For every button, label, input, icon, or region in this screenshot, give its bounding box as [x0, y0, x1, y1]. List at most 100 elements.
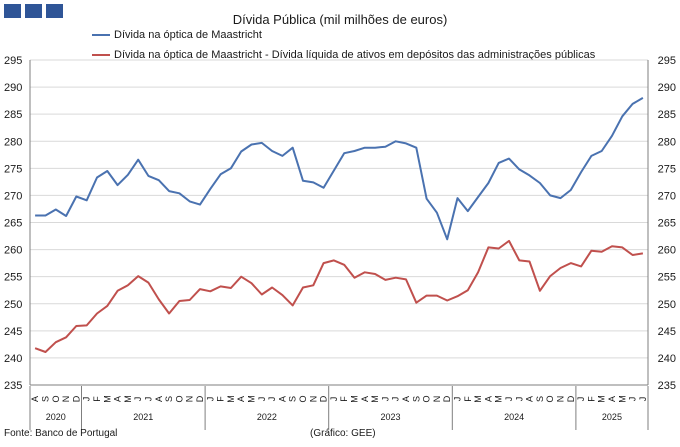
y-tick-label-left: 255: [4, 272, 22, 284]
x-tick-label-month: S: [164, 396, 174, 402]
y-tick-label-left: 250: [4, 299, 22, 311]
x-tick-label-month: A: [360, 396, 370, 402]
x-tick-label-month: D: [566, 395, 576, 402]
legend-item-1: Dívida na óptica de Maastricht: [92, 28, 262, 42]
series-line-2: [34, 239, 644, 353]
y-tick-label-right: 285: [658, 109, 676, 121]
brand-block-1: [4, 4, 21, 18]
x-tick-label-month: S: [40, 396, 50, 402]
series-line-1: [35, 97, 644, 241]
x-tick-label-month: D: [442, 395, 452, 402]
x-tick-label-month: J: [257, 397, 267, 402]
x-tick-label-month: S: [535, 396, 545, 402]
y-tick-label-right: 290: [658, 82, 676, 94]
x-tick-label-month: M: [617, 395, 627, 403]
x-tick-label-month: J: [267, 397, 277, 402]
x-tick-label-month: F: [339, 396, 349, 402]
x-tick-label-month: S: [288, 396, 298, 402]
x-tick-label-month: A: [236, 396, 246, 402]
y-tick-label-right: 235: [658, 380, 676, 392]
x-tick-label-year: 2021: [133, 412, 153, 422]
x-tick-label-month: A: [525, 396, 535, 402]
x-tick-label-month: D: [319, 395, 329, 402]
x-tick-label-month: M: [597, 395, 607, 403]
x-tick-label-month: M: [349, 395, 359, 403]
x-tick-label-month: A: [154, 396, 164, 402]
legend-swatch-2: [92, 54, 110, 56]
x-tick-label-month: J: [205, 397, 215, 402]
legend-swatch-1: [92, 34, 110, 36]
y-tick-label-left: 275: [4, 163, 22, 175]
x-tick-label-month: J: [628, 397, 638, 402]
x-tick-label-month: J: [329, 397, 339, 402]
credit-note: (Gráfico: GEE): [310, 428, 376, 439]
y-tick-label-right: 275: [658, 163, 676, 175]
x-tick-label-year: 2025: [602, 412, 622, 422]
source-note: Fonte: Banco de Portugal: [4, 428, 118, 439]
x-tick-label-month: J: [143, 397, 153, 402]
x-tick-label-month: A: [401, 396, 411, 402]
y-tick-label-left: 285: [4, 109, 22, 121]
x-tick-label-month: M: [246, 395, 256, 403]
legend-item-2: Dívida na óptica de Maastricht - Dívida …: [92, 48, 595, 62]
x-tick-label-month: D: [71, 395, 81, 402]
x-tick-label-month: F: [216, 396, 226, 402]
x-tick-label-month: A: [30, 396, 40, 402]
x-tick-label-month: J: [380, 397, 390, 402]
y-tick-label-right: 255: [658, 272, 676, 284]
x-tick-label-month: F: [586, 396, 596, 402]
x-tick-label-month: M: [494, 395, 504, 403]
x-tick-label-month: A: [483, 396, 493, 402]
x-tick-label-month: J: [576, 397, 586, 402]
x-tick-label-month: N: [308, 396, 318, 403]
x-tick-label-month: M: [102, 395, 112, 403]
y-tick-label-left: 290: [4, 82, 22, 94]
y-tick-label-right: 250: [658, 299, 676, 311]
x-tick-label-year: 2024: [504, 412, 524, 422]
x-tick-label-month: O: [545, 395, 555, 402]
x-tick-label-month: J: [133, 397, 143, 402]
x-tick-label-month: O: [298, 395, 308, 402]
x-tick-label-month: N: [432, 396, 442, 403]
x-tick-label-month: S: [411, 396, 421, 402]
y-tick-label-left: 240: [4, 353, 22, 365]
x-tick-label-year: 2020: [46, 412, 66, 422]
x-tick-label-month: N: [185, 396, 195, 403]
x-tick-label-month: O: [174, 395, 184, 402]
x-tick-label-month: J: [82, 397, 92, 402]
x-tick-label-month: D: [195, 395, 205, 402]
brand-block-2: [25, 4, 42, 18]
x-tick-label-month: N: [555, 396, 565, 403]
y-tick-label-right: 240: [658, 353, 676, 365]
x-tick-label-month: J: [452, 397, 462, 402]
x-tick-label-month: A: [607, 396, 617, 402]
y-tick-label-right: 260: [658, 245, 676, 257]
x-tick-label-month: M: [370, 395, 380, 403]
y-tick-label-right: 265: [658, 218, 676, 230]
x-tick-label-year: 2022: [257, 412, 277, 422]
x-tick-label-month: N: [61, 396, 71, 403]
y-tick-label-left: 280: [4, 136, 22, 148]
x-tick-label-month: M: [473, 395, 483, 403]
x-tick-label-month: A: [113, 396, 123, 402]
x-tick-label-month: J: [391, 397, 401, 402]
x-tick-label-month: F: [92, 396, 102, 402]
x-tick-label-month: J: [504, 397, 514, 402]
y-tick-label-left: 265: [4, 218, 22, 230]
x-tick-label-month: J: [514, 397, 524, 402]
y-tick-label-left: 245: [4, 326, 22, 338]
x-tick-label-month: O: [422, 395, 432, 402]
y-tick-label-left: 270: [4, 190, 22, 202]
x-tick-label-year: 2023: [380, 412, 400, 422]
x-tick-label-month: M: [226, 395, 236, 403]
legend-label-2: Dívida na óptica de Maastricht - Dívida …: [114, 49, 596, 61]
y-tick-label-left: 235: [4, 380, 22, 392]
brand-block-3: [46, 4, 63, 18]
x-tick-label-month: J: [638, 397, 648, 402]
y-tick-label-right: 280: [658, 136, 676, 148]
y-tick-label-right: 245: [658, 326, 676, 338]
y-tick-label-right: 295: [658, 55, 676, 67]
x-tick-label-month: O: [51, 395, 61, 402]
y-tick-label-left: 260: [4, 245, 22, 257]
